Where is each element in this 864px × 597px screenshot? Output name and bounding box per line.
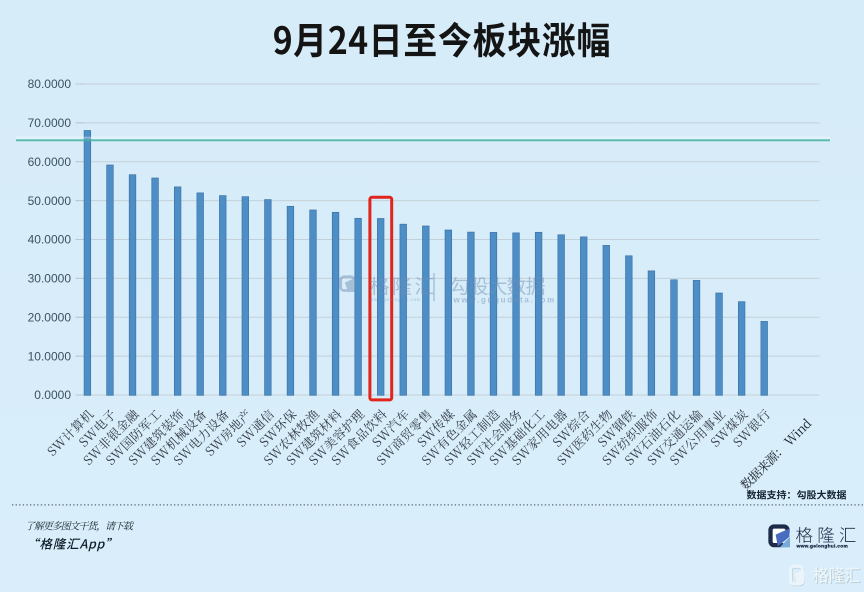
svg-text:80.0000: 80.0000 (28, 77, 72, 91)
svg-text:50.0000: 50.0000 (28, 194, 72, 208)
svg-text:0.0000: 0.0000 (34, 388, 71, 402)
svg-text:40.0000: 40.0000 (28, 233, 72, 247)
svg-text:30.0000: 30.0000 (28, 272, 72, 286)
svg-text:www.gugudata.com: www.gugudata.com (453, 296, 556, 305)
svg-text:20.0000: 20.0000 (28, 310, 72, 324)
svg-text:www.gelonghui.com: www.gelonghui.com (796, 543, 849, 549)
svg-text:10.0000: 10.0000 (28, 349, 72, 363)
svg-text:60.0000: 60.0000 (28, 155, 72, 169)
svg-text:70.0000: 70.0000 (28, 116, 72, 130)
svg-text:www.gelonghui.com: www.gelonghui.com (370, 297, 421, 302)
